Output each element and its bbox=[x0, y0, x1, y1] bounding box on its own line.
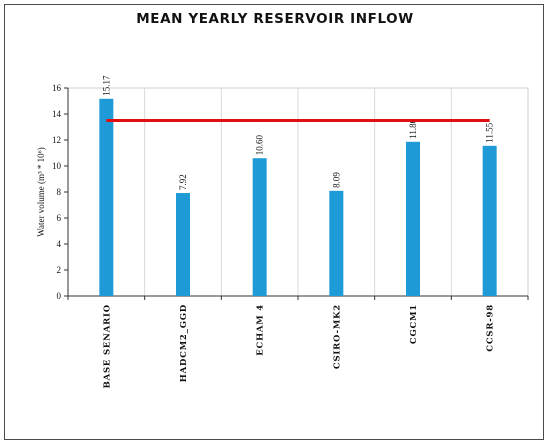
data-label: 10.60 bbox=[255, 134, 265, 155]
chart-title: MEAN YEARLY RESERVOIR INFLOW bbox=[136, 11, 414, 27]
category-label: CSIRO-MK2 bbox=[332, 304, 342, 369]
data-label: 8.09 bbox=[331, 172, 341, 188]
y-tick-label: 8 bbox=[57, 187, 62, 197]
category-label: BASE SENARIO bbox=[102, 304, 112, 388]
category-label: ECHAM 4 bbox=[256, 304, 266, 356]
y-tick-label: 10 bbox=[52, 161, 62, 171]
data-label: 15.17 bbox=[101, 75, 111, 96]
data-label: 11.55 bbox=[485, 122, 495, 142]
category-label: CCSR-98 bbox=[486, 304, 496, 352]
chart-frame bbox=[4, 4, 544, 440]
bar bbox=[406, 141, 420, 296]
category-label: HADCM2_GGD bbox=[179, 304, 189, 382]
bar bbox=[329, 190, 344, 296]
category-label: CGCM1 bbox=[409, 304, 419, 344]
data-label: 11.86 bbox=[408, 118, 418, 138]
bar bbox=[482, 145, 497, 296]
y-tick-label: 2 bbox=[57, 265, 62, 275]
bar bbox=[99, 98, 114, 296]
bar bbox=[176, 193, 190, 296]
bar bbox=[252, 158, 267, 296]
y-tick-label: 14 bbox=[52, 109, 62, 119]
y-tick-label: 16 bbox=[52, 83, 62, 93]
y-tick-label: 6 bbox=[57, 213, 62, 223]
data-label: 7.92 bbox=[178, 174, 188, 190]
y-axis-title: Water volume (m³ * 10⁶) bbox=[36, 147, 46, 237]
y-tick-label: 4 bbox=[57, 239, 62, 249]
y-tick-label: 0 bbox=[57, 291, 62, 301]
y-tick-label: 12 bbox=[52, 135, 61, 145]
plot-area: 0 2 4 6 8 10 12 14 16 15.17 BASE SENARIO 7.92 HADCM2… bbox=[52, 75, 529, 388]
